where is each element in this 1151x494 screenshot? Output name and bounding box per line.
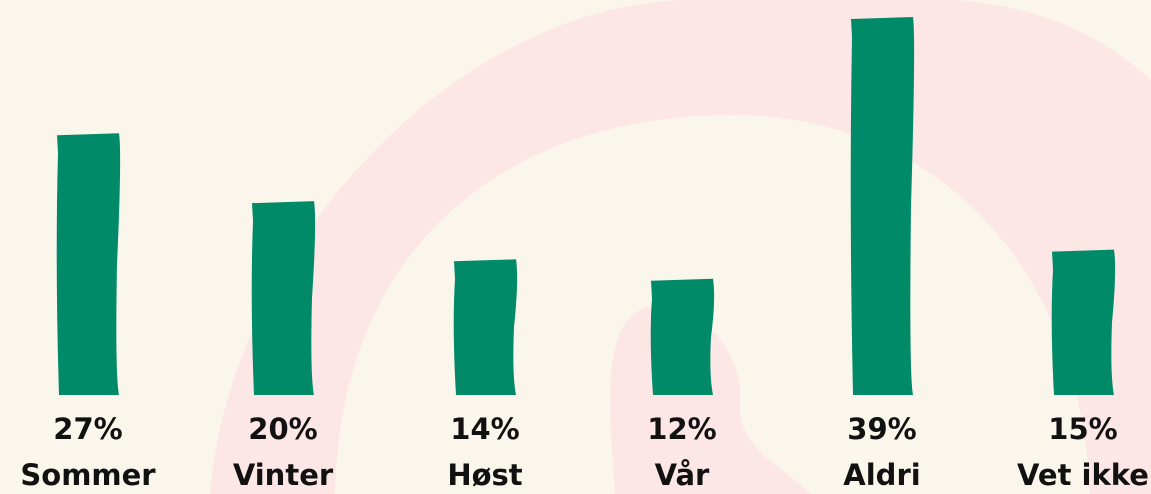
value-label: 12% [647, 412, 716, 446]
decor-swirl [210, 0, 1151, 494]
bar [850, 17, 915, 395]
x-tick-label: Vet ikke [1017, 458, 1149, 492]
x-tick-label: Vår [655, 458, 710, 492]
bar [56, 133, 121, 396]
x-tick-label: Sommer [20, 458, 156, 492]
value-label: 14% [450, 412, 519, 446]
bar [453, 259, 518, 395]
value-label: 27% [53, 412, 122, 446]
x-tick-label: Aldri [843, 458, 920, 492]
bar [650, 278, 715, 395]
value-label: 20% [248, 412, 317, 446]
value-label: 39% [847, 412, 916, 446]
x-tick-label: Høst [447, 458, 522, 492]
x-tick-label: Vinter [233, 458, 334, 492]
bar [1051, 249, 1116, 395]
bar [251, 201, 316, 395]
value-label: 15% [1048, 412, 1117, 446]
